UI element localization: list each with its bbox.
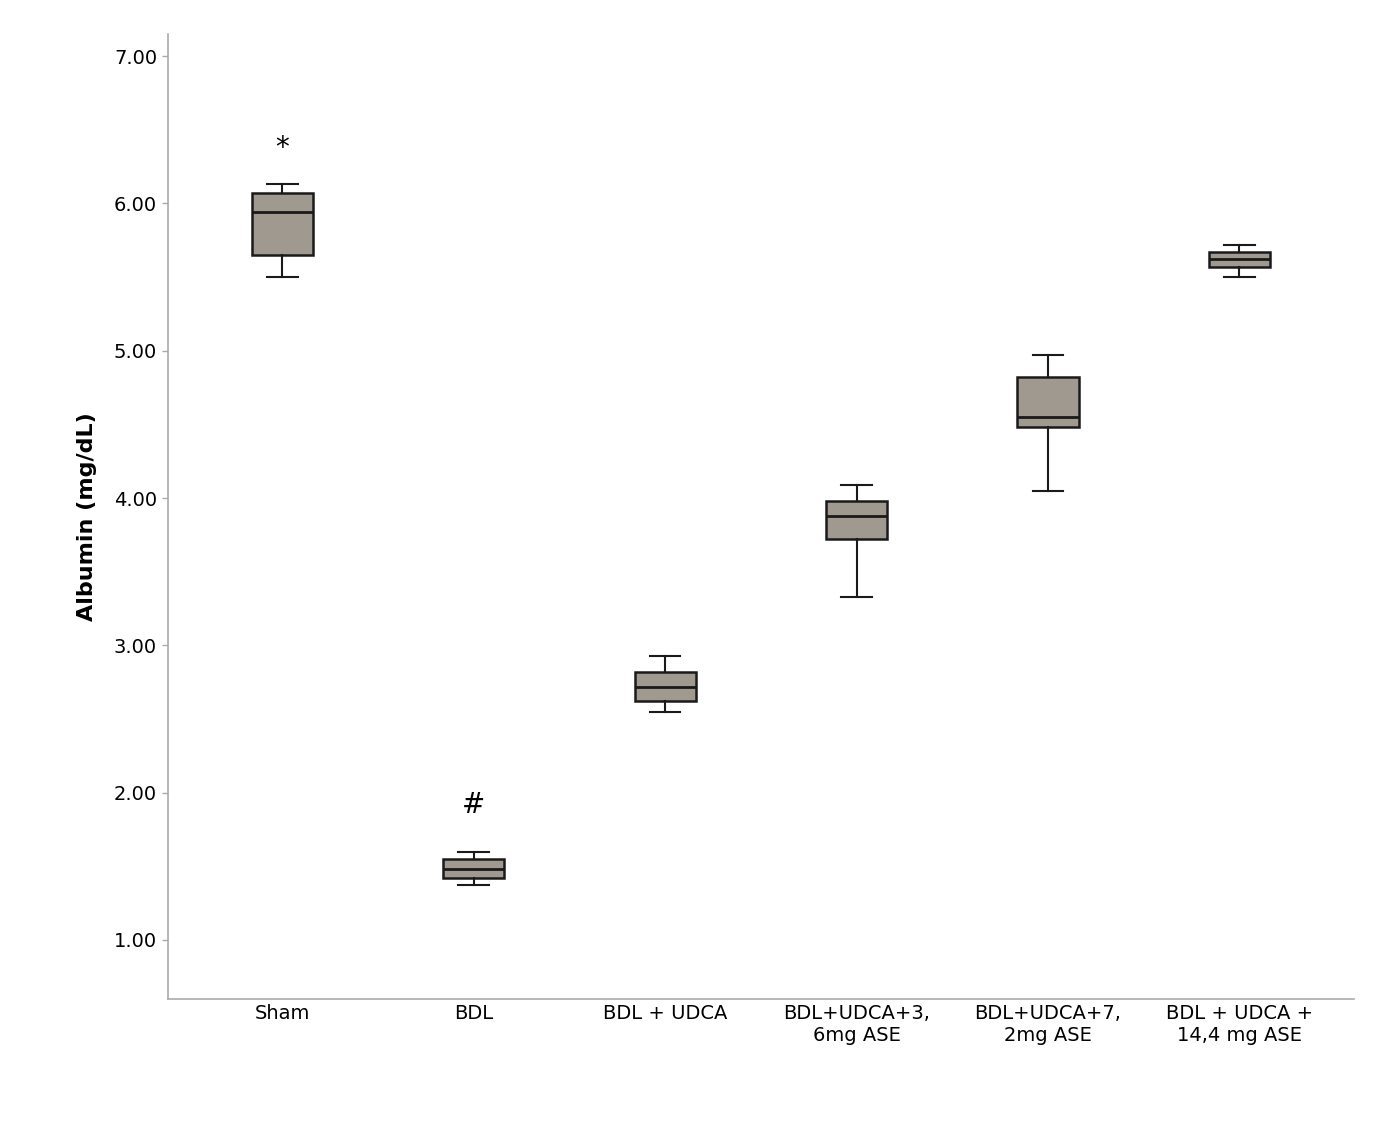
PathPatch shape	[1018, 377, 1079, 427]
PathPatch shape	[826, 501, 886, 539]
PathPatch shape	[443, 859, 504, 878]
Text: *: *	[275, 134, 289, 162]
PathPatch shape	[1209, 252, 1270, 267]
PathPatch shape	[251, 193, 313, 255]
Y-axis label: Albumin (mg/dL): Albumin (mg/dL)	[77, 412, 98, 621]
Text: #: #	[462, 791, 486, 819]
PathPatch shape	[635, 672, 695, 701]
